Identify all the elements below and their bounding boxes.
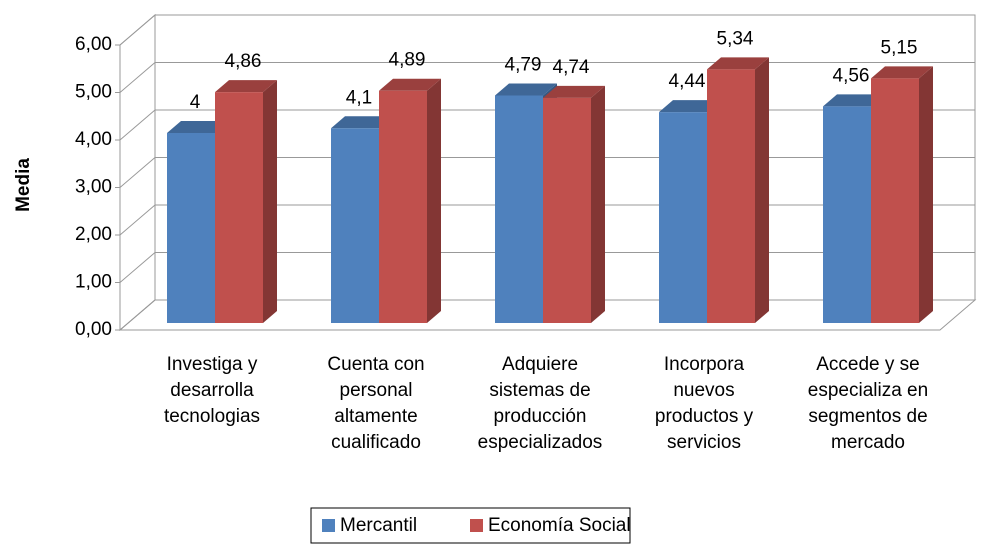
bar-front <box>331 128 379 323</box>
y-tick-label: 2,00 <box>75 224 112 245</box>
bar-top <box>331 116 393 129</box>
bar-side <box>427 78 441 323</box>
bar-top <box>215 80 277 93</box>
data-label: 4,1 <box>346 87 372 108</box>
data-label: 5,34 <box>717 28 754 49</box>
bar-front <box>659 112 707 323</box>
data-label: 4,44 <box>669 71 706 92</box>
bar-front <box>823 106 871 324</box>
bar-side <box>919 66 933 323</box>
bar-front <box>215 92 263 324</box>
bar-top <box>823 94 885 107</box>
bar-top <box>543 85 605 98</box>
x-tick-label: Cuenta con personal altamente cualificad… <box>327 354 425 453</box>
data-label: 4 <box>190 92 201 113</box>
y-axis-label: Media <box>13 158 34 212</box>
grid-line <box>119 62 975 93</box>
y-tick-label: 0,00 <box>75 319 112 340</box>
data-label: 5,15 <box>881 37 918 58</box>
y-tick-label: 4,00 <box>75 129 112 150</box>
bar-front <box>543 97 591 323</box>
bar-front <box>167 133 215 323</box>
bar-front <box>871 78 919 323</box>
data-label: 4,89 <box>389 50 426 71</box>
bar <box>379 78 441 323</box>
bar-top <box>659 100 721 113</box>
data-label: 4,79 <box>505 54 542 75</box>
x-tick-label: Adquiere sistemas de producción especial… <box>477 354 603 453</box>
bar-front <box>707 69 755 323</box>
bar-front <box>495 95 543 323</box>
bar-top <box>379 78 441 91</box>
bar-side <box>263 80 277 324</box>
x-tick-label: Investiga y desarrolla tecnologias <box>163 354 261 427</box>
legend-swatch <box>470 519 483 532</box>
bar <box>543 85 605 323</box>
legend-swatch <box>322 519 335 532</box>
bar-side <box>591 85 605 323</box>
bar <box>871 66 933 323</box>
y-tick-label: 1,00 <box>75 272 112 293</box>
bar-side <box>755 57 769 323</box>
data-label: 4,86 <box>225 51 262 72</box>
data-label: 4,56 <box>833 65 870 86</box>
grid-line <box>119 14 975 46</box>
legend-label: Mercantil <box>340 515 417 536</box>
y-tick-label: 5,00 <box>75 82 112 103</box>
legend-label: Economía Social <box>488 515 631 536</box>
data-label: 4,74 <box>553 57 590 78</box>
bar-front <box>379 90 427 323</box>
x-tick-label: Accede y se especializa en segmentos de … <box>807 354 929 453</box>
bar-top <box>495 83 557 96</box>
bar-top <box>167 121 229 133</box>
bar <box>215 80 277 324</box>
x-tick-label: Incorpora nuevos productos y servicios <box>654 354 754 453</box>
bar <box>707 57 769 323</box>
y-tick-label: 3,00 <box>75 177 112 198</box>
bar-top <box>707 57 769 70</box>
y-tick-label: 6,00 <box>75 34 112 55</box>
bar-top <box>871 66 933 79</box>
